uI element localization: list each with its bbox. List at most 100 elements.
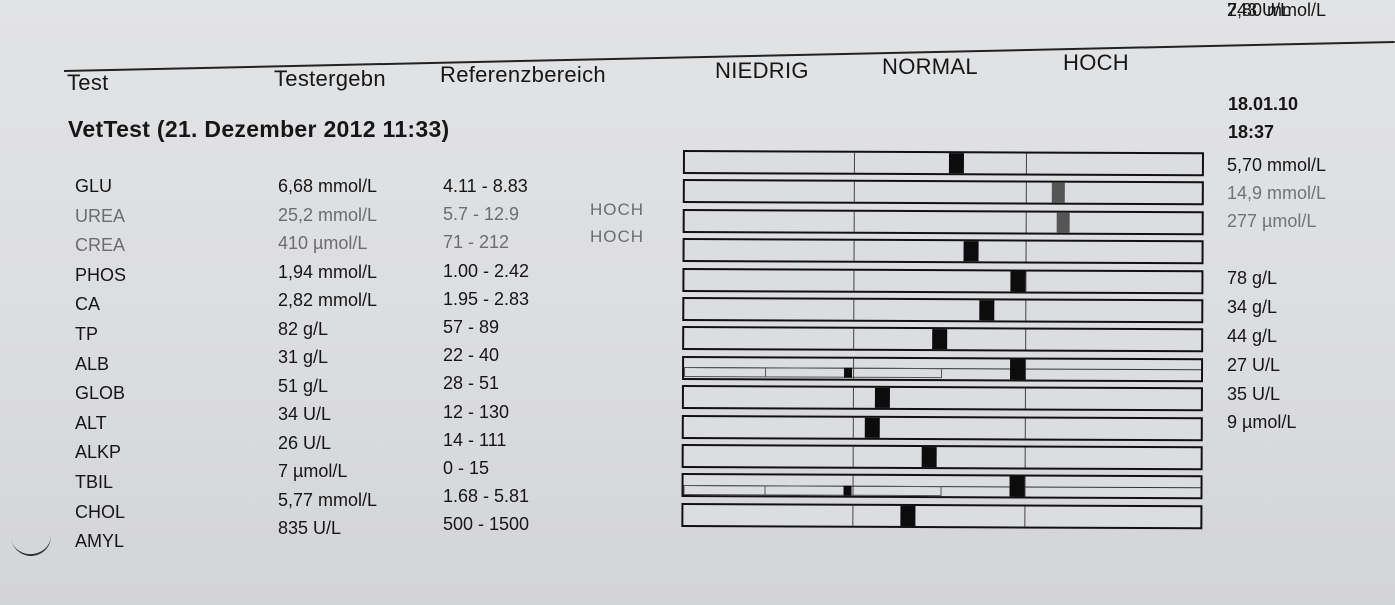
range-gauge-glob: [681, 355, 1204, 383]
range-divider: [852, 417, 854, 438]
range-divider: [1025, 182, 1028, 203]
test-result: 26 U/L: [278, 432, 332, 453]
previous-value: 277 µmol/L: [1227, 211, 1317, 231]
test-name: CHOL: [75, 501, 126, 522]
previous-value: 14,9 mmol/L: [1227, 183, 1327, 203]
range-gauge-tbil: [681, 443, 1203, 471]
test-result: 34 U/L: [278, 404, 332, 424]
range-divider: [1024, 418, 1027, 439]
result-marker: [1051, 183, 1065, 204]
reference-range: 57 - 89: [443, 317, 500, 337]
test-name: UREA: [75, 205, 126, 226]
range-divider: [853, 211, 855, 232]
table-row: CA 2,82 mmol/L 1.95 - 2.83: [0, 288, 1395, 319]
table-row: UREA 25,2 mmol/L 5.7 - 12.9 HOCH: [0, 200, 1395, 233]
range-divider: [1025, 300, 1027, 321]
report-title: VetTest (21. Dezember 2012 11:33): [68, 116, 450, 142]
range-gauge-crea: [682, 208, 1204, 236]
result-marker: [1056, 212, 1070, 233]
table-row: CHOL 5,77 mmol/L 1.68 - 5.81: [0, 486, 1395, 522]
previous-run-date: 18.01.10: [1228, 94, 1299, 114]
range-divider: [1024, 447, 1026, 468]
range-gauge-alt: [681, 385, 1203, 412]
reference-range: 5.7 - 12.9: [443, 204, 520, 225]
header-reference: Referenzbereich: [440, 62, 606, 87]
range-gauge-alb: [682, 326, 1204, 353]
reference-range: 12 - 130: [443, 401, 510, 422]
reference-range: 1.68 - 5.81: [443, 486, 530, 507]
result-marker: [900, 505, 916, 526]
range-divider: [852, 505, 854, 526]
range-gauge-amyl: [681, 502, 1203, 530]
test-result: 7 µmol/L: [278, 461, 348, 481]
range-gauge-ca: [682, 267, 1204, 294]
range-divider: [1025, 329, 1027, 350]
test-name: TBIL: [75, 472, 114, 492]
table-row: TP 82 g/L 57 - 89: [0, 317, 1395, 348]
range-gauge-phos: [682, 238, 1204, 265]
reference-range: 1.00 - 2.42: [443, 260, 530, 281]
header-high: HOCH: [1063, 50, 1129, 75]
range-gauge-tp: [682, 296, 1204, 324]
previous-value: 35 U/L: [1227, 384, 1281, 404]
range-divider: [853, 152, 856, 173]
secondary-gauge: [684, 367, 943, 379]
test-result: 410 µmol/L: [278, 233, 368, 253]
test-result: 6,68 mmol/L: [278, 176, 378, 196]
previous-value: 5,70 mmol/L: [1227, 155, 1327, 175]
secondary-gauge: [683, 484, 942, 497]
table-row: AMYL 835 U/L 500 - 1500: [0, 514, 1395, 551]
result-marker: [1009, 476, 1025, 497]
table-row: ALT 34 U/L 12 - 130: [0, 402, 1395, 434]
test-result: 51 g/L: [278, 375, 329, 396]
reference-range: 22 - 40: [443, 345, 500, 366]
reference-range: 500 - 1500: [443, 514, 530, 535]
test-name: CA: [75, 294, 101, 315]
test-name: TP: [75, 324, 99, 344]
test-result: 25,2 mmol/L: [278, 204, 378, 225]
reference-range: 1.95 - 2.83: [443, 288, 530, 309]
test-name: PHOS: [75, 264, 127, 285]
range-divider: [853, 270, 855, 291]
test-result: 31 g/L: [278, 347, 329, 367]
table-row: TBIL 7 µmol/L 0 - 15: [0, 458, 1395, 492]
result-marker: [875, 388, 891, 409]
secondary-result-marker: [844, 368, 853, 379]
range-gauges: [681, 150, 1208, 537]
reference-range: 4.11 - 8.83: [443, 176, 528, 196]
table-row: ALB 31 g/L 22 - 40: [0, 345, 1395, 376]
table-row: GLU 6,68 mmol/L 4.11 - 8.83: [0, 176, 1395, 204]
range-divider: [853, 329, 855, 350]
table-row: ALKP 26 U/L 14 - 111: [0, 430, 1395, 463]
range-gauge-alkp: [681, 414, 1203, 441]
header-normal: NORMAL: [882, 54, 978, 79]
test-result: 82 g/L: [278, 318, 329, 339]
reference-range: 28 - 51: [443, 373, 500, 394]
range-divider: [853, 240, 855, 261]
table-row: GLOB 51 g/L 28 - 51: [0, 373, 1395, 405]
range-divider: [1025, 271, 1027, 292]
result-marker: [932, 329, 948, 350]
header-test: Test: [67, 70, 109, 95]
previous-run-time: 18:37: [1228, 122, 1275, 142]
range-divider: [1024, 506, 1026, 527]
test-name: ALT: [75, 412, 107, 433]
test-result: 5,77 mmol/L: [278, 489, 378, 510]
header-low: NIEDRIG: [715, 58, 809, 83]
result-marker: [948, 153, 964, 174]
previous-value: 743 U/L: [1227, 0, 1291, 20]
test-name: GLU: [75, 176, 113, 196]
table-row: PHOS 1,94 mmol/L 1.00 - 2.42: [0, 260, 1395, 290]
range-divider: [852, 387, 855, 408]
range-divider: [1025, 241, 1027, 262]
test-result: 1,94 mmol/L: [278, 261, 378, 282]
reference-range: 71 - 212: [443, 232, 510, 253]
previous-value: 9 µmol/L: [1227, 412, 1297, 432]
test-name: CREA: [75, 235, 126, 256]
result-marker: [864, 417, 880, 438]
range-divider: [852, 446, 854, 467]
range-gauge-glu: [682, 150, 1204, 177]
test-name: GLOB: [75, 383, 126, 404]
header-result: Testergebn: [274, 66, 386, 91]
